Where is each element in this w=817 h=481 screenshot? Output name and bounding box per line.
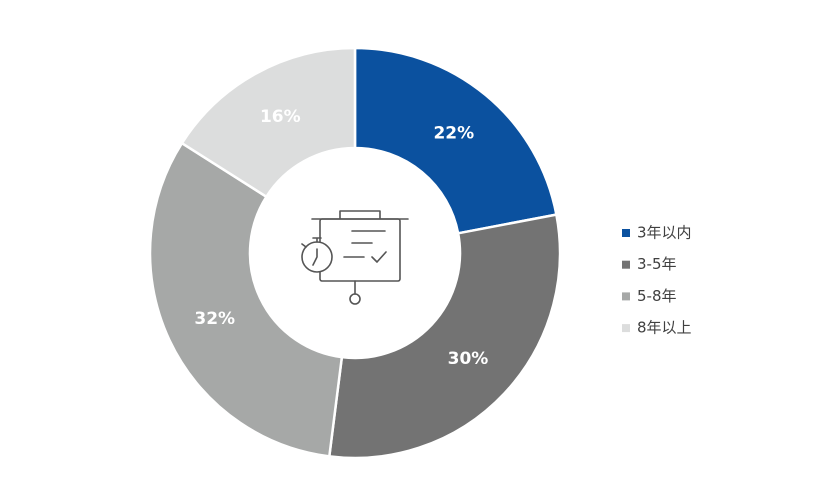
slice [180, 46, 357, 199]
slice [327, 213, 562, 460]
legend-marker [622, 229, 630, 237]
legend-label: 8年以上 [637, 319, 692, 337]
legend-marker [622, 260, 630, 269]
legend-label: 3年以内 [637, 224, 692, 242]
legend-marker [622, 324, 630, 333]
legend-label: 3-5年 [637, 255, 677, 273]
legend-marker [622, 292, 630, 301]
data-label: 16% [260, 107, 301, 127]
data-label: 30% [448, 349, 489, 369]
slice [148, 141, 344, 458]
center-icon [301, 210, 409, 305]
data-label: 32% [194, 309, 235, 329]
slice [353, 46, 558, 235]
data-label: 22% [433, 124, 474, 144]
legend-label: 5-8年 [637, 287, 677, 305]
